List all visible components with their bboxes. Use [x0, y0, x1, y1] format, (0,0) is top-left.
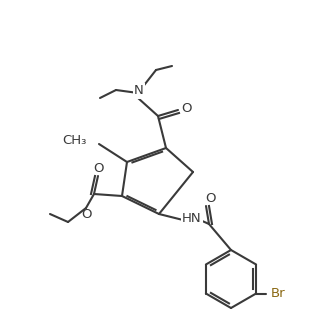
- Text: O: O: [82, 209, 92, 221]
- Text: O: O: [205, 192, 215, 205]
- Text: O: O: [181, 102, 191, 116]
- Text: CH₃: CH₃: [63, 133, 87, 146]
- Text: O: O: [94, 162, 104, 174]
- Text: Br: Br: [271, 287, 285, 300]
- Text: N: N: [134, 84, 144, 97]
- Text: HN: HN: [182, 212, 202, 225]
